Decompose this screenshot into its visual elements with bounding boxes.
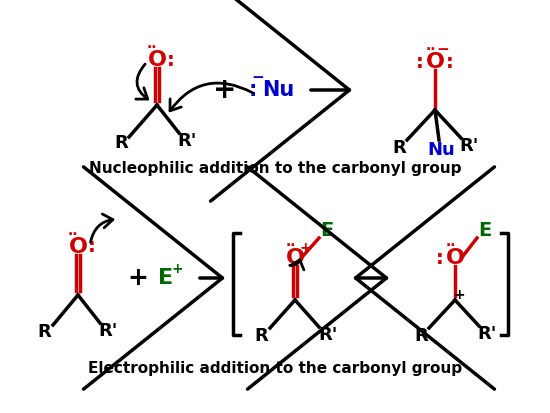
Text: O: O	[426, 52, 444, 72]
Text: R: R	[114, 134, 128, 152]
Text: Nu: Nu	[427, 141, 455, 159]
Text: O: O	[147, 50, 167, 70]
Text: +: +	[453, 288, 465, 302]
FancyArrowPatch shape	[290, 260, 304, 270]
Text: R: R	[254, 327, 268, 345]
Text: +: +	[128, 266, 148, 290]
FancyArrowPatch shape	[170, 83, 252, 111]
Text: ··: ··	[426, 43, 436, 57]
Text: O: O	[446, 248, 465, 268]
Text: +: +	[213, 76, 236, 104]
Text: :: :	[436, 249, 444, 268]
Text: :: :	[446, 52, 454, 71]
Text: :: :	[249, 80, 257, 100]
Text: R': R'	[477, 325, 497, 343]
Text: E: E	[320, 221, 334, 240]
Text: Nu: Nu	[262, 80, 294, 100]
FancyArrowPatch shape	[136, 64, 148, 99]
Text: ··: ··	[446, 239, 456, 253]
FancyArrowPatch shape	[91, 214, 113, 242]
Text: ··: ··	[286, 239, 296, 253]
Text: E: E	[478, 221, 492, 240]
Text: :: :	[416, 52, 424, 71]
Text: +: +	[171, 262, 183, 276]
Text: R': R'	[98, 322, 118, 340]
Text: R': R'	[459, 137, 478, 155]
Text: :: :	[88, 237, 96, 256]
Text: :: :	[167, 50, 175, 69]
Text: R': R'	[318, 326, 338, 344]
Text: Electrophilic addition to the carbonyl group: Electrophilic addition to the carbonyl g…	[88, 361, 462, 375]
Text: R: R	[37, 323, 51, 341]
Text: −: −	[437, 41, 449, 57]
Text: ··: ··	[68, 228, 78, 242]
Text: R': R'	[177, 132, 197, 150]
Text: O: O	[69, 237, 87, 257]
Text: ··: ··	[147, 41, 157, 55]
Text: R: R	[392, 139, 406, 157]
Text: Nucleophilic addition to the carbonyl group: Nucleophilic addition to the carbonyl gr…	[89, 161, 461, 176]
Text: −: −	[252, 71, 265, 85]
Text: O: O	[285, 248, 305, 268]
Text: R: R	[414, 327, 428, 345]
Text: +: +	[299, 241, 311, 255]
Text: E: E	[158, 268, 174, 288]
